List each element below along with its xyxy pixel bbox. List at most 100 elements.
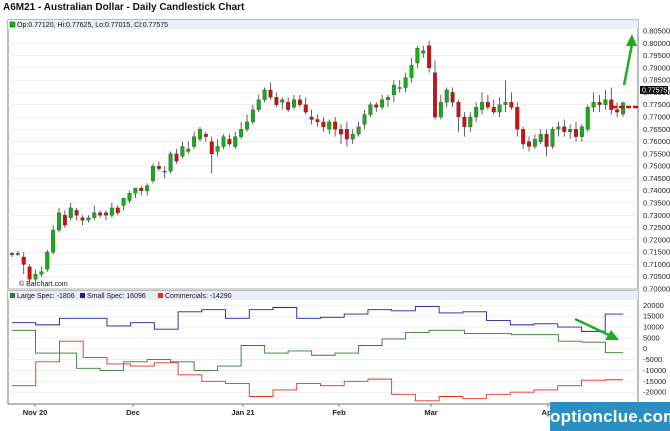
candle-up <box>415 48 420 64</box>
down-arrow-icon <box>605 330 619 340</box>
price-y-tick: 0.72500 <box>643 223 670 232</box>
price-y-tick: 0.72000 <box>643 235 670 244</box>
cot-series-line <box>12 340 623 402</box>
cot-y-tick: -15000 <box>643 377 666 386</box>
candle-up <box>33 274 38 280</box>
cot-y-tick: 0 <box>643 344 647 353</box>
price-y-tick: 0.73000 <box>643 211 670 220</box>
candle-up <box>109 207 114 216</box>
candle-up <box>585 107 590 130</box>
price-y-tick: 0.76000 <box>643 137 670 146</box>
candle-up <box>39 271 44 275</box>
source-label: © Barchart.com <box>19 280 68 288</box>
candle-up <box>327 121 332 130</box>
up-arrow-shaft <box>622 43 634 86</box>
candle-down <box>374 104 379 108</box>
candle-down <box>597 102 602 105</box>
candle-up <box>474 107 479 118</box>
candle-down <box>491 107 496 113</box>
candle-down <box>321 121 326 127</box>
candle-down <box>27 266 32 280</box>
price-y-axis: 0.805000.800000.795000.790000.785000.780… <box>643 27 670 294</box>
x-tick-label: Apr <box>542 408 555 417</box>
candle-down <box>209 141 214 155</box>
candle-down <box>574 129 578 137</box>
candle-down <box>609 99 614 110</box>
candle-down <box>227 138 232 145</box>
candle-down <box>274 97 279 105</box>
x-axis: Nov 20 Dec Jan 21 Feb Mar Apr <box>23 404 555 417</box>
candle-down <box>115 207 120 213</box>
candle-up <box>221 136 226 147</box>
candle-up <box>480 102 484 110</box>
candle-down <box>104 212 108 216</box>
candle-down <box>80 217 85 221</box>
candle-up <box>127 193 132 201</box>
candle-down <box>21 256 26 265</box>
candle-down <box>333 121 338 130</box>
cot-legend: Large Spec: -1806 Small Spec: 16096 Commer… <box>10 293 232 300</box>
price-y-tick: 0.75500 <box>643 149 670 158</box>
price-y-tick: 0.74000 <box>643 186 670 195</box>
candle-up <box>362 114 367 125</box>
candle-down <box>286 102 291 110</box>
price-gridlines <box>8 30 638 290</box>
candle-up <box>239 129 244 137</box>
candle-down <box>344 129 349 140</box>
candle-up <box>503 102 508 105</box>
price-y-tick: 0.70500 <box>643 272 670 281</box>
x-tick-label: Feb <box>332 408 346 417</box>
candle-up <box>579 126 584 137</box>
last-price-tag <box>640 86 668 94</box>
candle-down <box>562 126 567 132</box>
price-y-tick: 0.71500 <box>643 248 670 257</box>
watermark-badge: optionclue.com <box>550 402 670 431</box>
candle-up <box>133 188 138 194</box>
down-arrow-shaft <box>574 317 612 338</box>
cot-legend-swatch <box>80 293 85 298</box>
candle-up <box>403 77 408 88</box>
candle-up <box>538 134 543 142</box>
candle-down <box>74 210 79 216</box>
candle-up <box>386 97 390 100</box>
cot-legend-swatch <box>158 293 163 298</box>
candle-up <box>444 89 449 103</box>
candle-up <box>350 134 355 140</box>
price-y-tick: 0.75000 <box>643 162 670 171</box>
candle-up <box>168 153 173 172</box>
candle-down <box>297 99 302 105</box>
candle-up <box>245 121 249 130</box>
candle-down <box>544 134 549 147</box>
candle-down <box>174 153 179 162</box>
candles <box>10 40 625 282</box>
candle-up <box>145 185 150 191</box>
candle-down <box>450 92 455 103</box>
candle-down <box>62 215 67 226</box>
candle-up <box>15 253 20 255</box>
candle-down <box>527 141 531 147</box>
candle-down <box>456 102 461 118</box>
candle-up <box>438 102 443 118</box>
price-y-tick: 0.76500 <box>643 125 670 134</box>
candle-down <box>10 253 14 255</box>
x-tick-label: Mar <box>424 408 437 417</box>
ohlc-bar <box>8 20 638 29</box>
price-y-tick: 0.79000 <box>643 63 670 72</box>
candle-down <box>485 102 490 108</box>
candle-up <box>468 116 473 127</box>
cot-y-tick: 5000 <box>643 333 660 342</box>
candle-up <box>186 148 191 152</box>
chart-title: A6M21 - Australian Dollar - Daily Candle… <box>3 2 245 13</box>
candle-down <box>462 116 467 127</box>
price-y-tick: 0.80500 <box>643 27 670 36</box>
candle-down <box>203 134 208 137</box>
candle-up <box>51 229 56 253</box>
candle-down <box>309 116 314 120</box>
cot-legend-label: Large Spec: -1806 <box>17 293 75 300</box>
candle-up <box>292 99 296 108</box>
cot-y-tick: -20000 <box>643 388 666 397</box>
candle-up <box>180 146 185 157</box>
candle-up <box>556 126 561 130</box>
cot-legend-bar <box>8 291 638 300</box>
